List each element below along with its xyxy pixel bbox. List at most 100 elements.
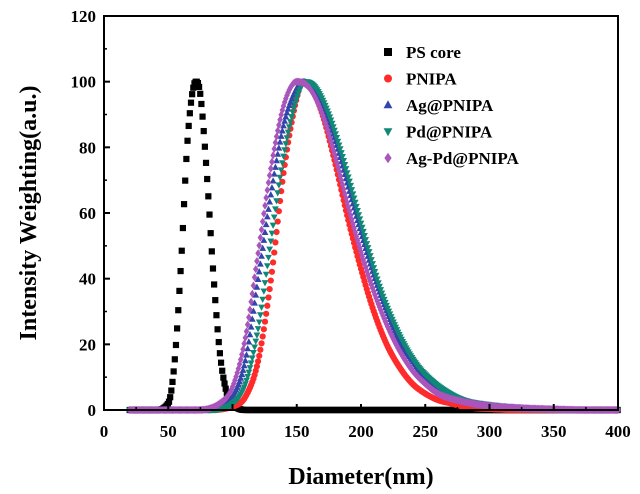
data-point xyxy=(376,283,383,290)
data-point xyxy=(248,355,256,362)
legend-label: Ag@PNIPA xyxy=(406,96,494,115)
data-point xyxy=(261,209,267,218)
data-point xyxy=(366,273,372,283)
data-point xyxy=(369,284,376,293)
data-point xyxy=(330,145,337,154)
data-point xyxy=(220,374,227,381)
data-point xyxy=(276,174,284,181)
data-point xyxy=(190,84,197,91)
data-point xyxy=(284,129,292,136)
data-point xyxy=(281,147,289,154)
x-tick-label: 350 xyxy=(541,422,567,441)
data-point xyxy=(361,233,368,240)
data-point xyxy=(171,356,178,363)
data-point xyxy=(353,232,360,241)
data-point xyxy=(334,138,342,145)
data-point xyxy=(186,110,193,117)
data-point xyxy=(177,267,184,275)
data-point xyxy=(384,322,391,331)
data-point xyxy=(362,237,370,244)
data-point xyxy=(252,338,260,345)
data-point xyxy=(256,241,263,250)
x-tick-label: 300 xyxy=(477,422,503,441)
data-point xyxy=(202,159,210,166)
data-point xyxy=(349,191,357,198)
data-point xyxy=(170,368,177,375)
data-point xyxy=(246,331,254,338)
y-tick-label: 100 xyxy=(71,73,97,92)
data-point xyxy=(280,122,287,129)
data-point xyxy=(244,373,252,381)
data-point xyxy=(253,283,261,290)
data-point xyxy=(369,261,376,268)
data-point xyxy=(278,160,286,167)
data-point xyxy=(260,236,268,243)
data-point xyxy=(257,233,264,242)
data-point xyxy=(285,101,293,109)
data-point xyxy=(290,105,298,112)
data-point xyxy=(167,394,174,401)
data-point xyxy=(244,345,252,352)
data-point xyxy=(195,83,203,91)
x-tick-label: 100 xyxy=(220,422,246,441)
data-point xyxy=(272,239,279,246)
data-point xyxy=(262,271,270,278)
legend-marker xyxy=(384,48,392,56)
data-point xyxy=(207,230,214,237)
data-point xyxy=(253,332,261,339)
data-point xyxy=(249,289,256,298)
data-point xyxy=(352,203,360,211)
data-point xyxy=(322,118,328,127)
data-point xyxy=(261,228,269,236)
data-point xyxy=(358,248,364,257)
legend-label: Pd@PNIPA xyxy=(406,123,493,142)
data-point xyxy=(263,310,270,317)
legend-marker xyxy=(383,100,393,109)
data-point xyxy=(283,109,291,116)
data-point xyxy=(241,339,247,348)
data-point xyxy=(282,141,290,148)
data-point xyxy=(204,175,211,183)
y-tick-label: 120 xyxy=(71,7,97,26)
data-point xyxy=(217,359,225,366)
data-point xyxy=(265,178,272,187)
data-point xyxy=(270,151,276,160)
data-point xyxy=(359,228,367,236)
data-point xyxy=(214,326,221,333)
data-point xyxy=(278,127,286,134)
data-point xyxy=(261,318,269,325)
data-point xyxy=(245,338,253,345)
data-point xyxy=(256,352,263,359)
x-tick-label: 0 xyxy=(100,422,109,441)
data-point xyxy=(382,317,389,326)
data-point xyxy=(283,135,291,142)
data-point xyxy=(212,297,219,304)
data-point xyxy=(265,205,272,212)
data-point xyxy=(364,245,372,252)
data-point xyxy=(280,153,287,160)
data-point xyxy=(216,350,224,357)
data-point xyxy=(270,170,278,177)
data-point xyxy=(335,142,343,149)
data-point xyxy=(354,236,361,245)
y-tick-label: 60 xyxy=(79,204,96,223)
data-point xyxy=(272,138,279,147)
data-point xyxy=(200,127,207,135)
data-point xyxy=(172,341,180,349)
data-point xyxy=(268,230,276,237)
data-point xyxy=(355,212,363,219)
data-point xyxy=(281,117,289,124)
data-point xyxy=(287,119,294,126)
data-point xyxy=(243,351,250,358)
data-point xyxy=(260,288,268,295)
x-tick-label: 200 xyxy=(348,422,374,441)
data-point xyxy=(348,215,355,224)
data-point xyxy=(254,275,262,282)
data-point xyxy=(255,319,263,326)
data-point xyxy=(343,170,351,177)
legend-marker xyxy=(384,152,392,164)
data-point xyxy=(255,249,261,258)
series-pd-pnipa xyxy=(126,79,622,414)
data-point xyxy=(333,134,341,142)
data-point xyxy=(264,302,271,309)
